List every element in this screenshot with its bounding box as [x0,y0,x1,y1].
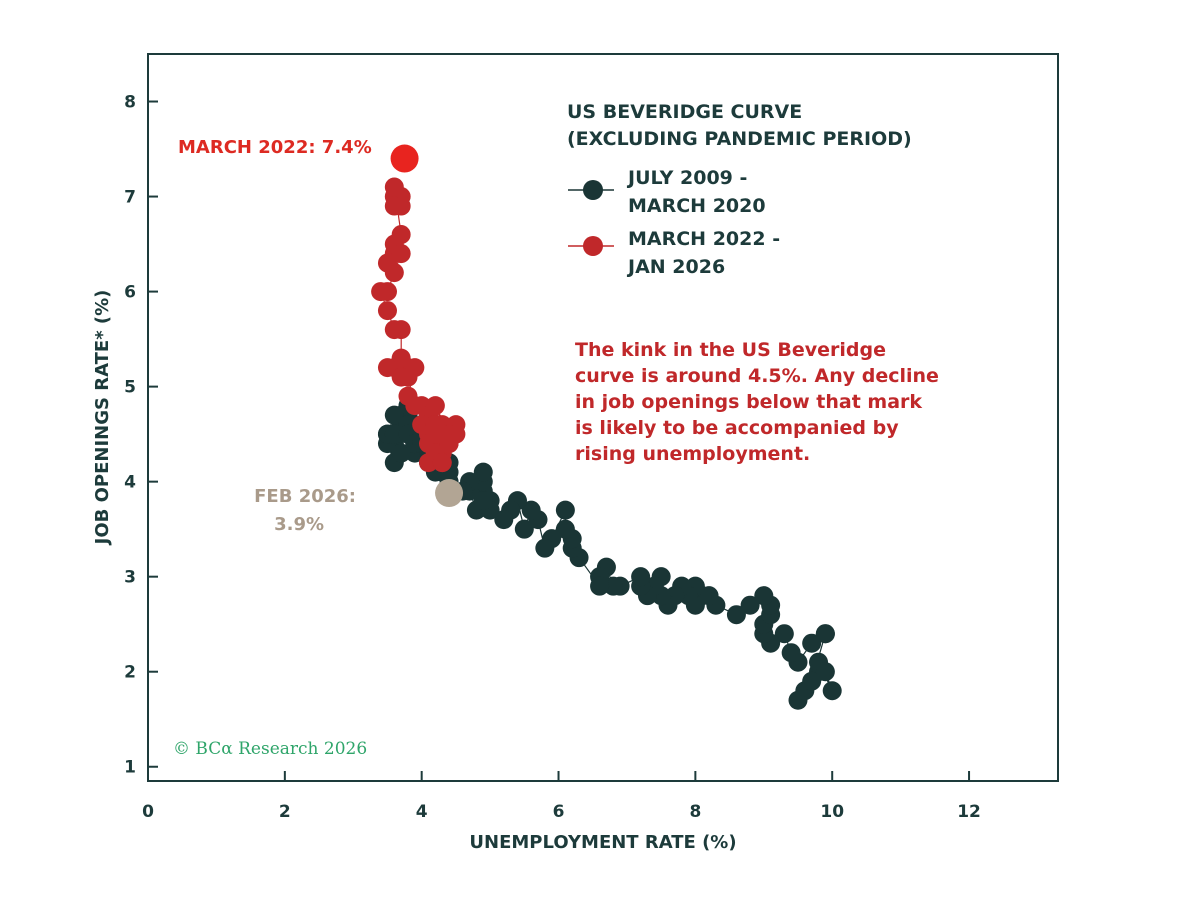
x-tick-label: 4 [416,802,428,822]
series-2-point [391,244,411,264]
series-1-point [726,605,746,625]
series-layer [371,177,842,710]
legend-marker-series-2 [583,236,603,256]
x-tick-label: 8 [689,802,701,822]
y-tick-label: 8 [124,93,136,113]
series-2-point [384,263,404,283]
annotation-line-3: in job openings below that mark [575,391,922,413]
y-tick-label: 3 [124,568,136,588]
series-1-point [494,510,514,530]
series-2-point [432,453,452,473]
legend: JULY 2009 - MARCH 2020 MARCH 2022 - JAN … [568,167,780,278]
series-1-point [535,538,555,558]
legend-label-series-2-line-1: MARCH 2022 - [628,228,780,250]
series-1-point [815,624,835,644]
x-tick-label: 2 [279,802,291,822]
kink-annotation: The kink in the US Beveridge curve is ar… [575,339,939,465]
y-tick-label: 4 [124,473,136,493]
legend-label-series-1-line-2: MARCH 2020 [628,195,766,217]
x-axis-ticks: 0 2 4 6 8 10 12 [142,771,981,822]
feb-2026-label-line-1: FEB 2026: [254,486,356,507]
march-2022-peak-marker [390,144,419,173]
annotation-line-1: The kink in the US Beveridge [575,339,886,361]
series-2-point [391,196,411,216]
series-2-point [377,301,397,321]
series-2-point [405,358,425,378]
series-1-point [514,519,534,539]
series-1-point [802,633,822,653]
chart-title-line-2: (EXCLUDING PANDEMIC PERIOD) [567,128,912,150]
y-tick-label: 6 [124,283,136,303]
feb-2026-marker [435,479,464,508]
y-tick-label: 1 [124,758,136,778]
series-2 [371,177,466,473]
series-1-point [802,671,822,691]
series-1-point [391,443,411,463]
series-1-point [781,643,801,663]
series-1-point [590,576,610,596]
legend-label-series-1-line-1: JULY 2009 - [626,167,747,189]
series-1-point [521,500,541,520]
series-1-point [555,519,575,539]
march-2022-label: MARCH 2022: 7.4% [178,137,372,158]
y-axis-ticks: 1 2 3 4 5 6 7 8 [124,93,158,778]
series-1-point [631,567,651,587]
series-2-point [371,282,391,302]
y-tick-label: 7 [124,188,136,208]
series-1-point [754,586,774,606]
y-tick-label: 2 [124,663,136,683]
series-1-point [740,595,760,615]
chart-title-line-1: US BEVERIDGE CURVE [567,101,802,123]
series-1-point [815,662,835,682]
series-1-point [473,462,493,482]
series-1-point [473,491,493,511]
series-2-point [377,358,397,378]
x-axis-title: UNEMPLOYMENT RATE (%) [469,832,736,853]
plot-frame [147,53,1059,782]
annotation-line-5: rising unemployment. [575,443,810,465]
feb-2026-label-line-2: 3.9% [274,514,324,535]
x-tick-label: 12 [957,802,981,822]
y-axis-title: JOB OPENINGS RATE* (%) [92,290,113,547]
series-1-point [822,681,842,701]
source-credit: © BCα Research 2026 [173,739,367,759]
series-1-point [555,500,575,520]
x-tick-label: 10 [820,802,844,822]
series-2-point [432,424,452,444]
series-1-point [774,624,794,644]
annotation-line-4: is likely to be accompanied by [575,417,899,439]
y-tick-label: 5 [124,378,136,398]
series-1-point [384,405,404,425]
legend-marker-series-1 [583,180,603,200]
annotation-line-2: curve is around 4.5%. Any decline [575,365,939,387]
series-1-point [603,576,623,596]
series-2-point [425,396,445,416]
series-2-point [384,177,404,197]
series-2-point [391,320,411,340]
x-tick-label: 6 [553,802,565,822]
legend-label-series-2-line-2: JAN 2026 [626,256,725,278]
x-tick-label: 0 [142,802,154,822]
series-1-point [384,424,404,444]
